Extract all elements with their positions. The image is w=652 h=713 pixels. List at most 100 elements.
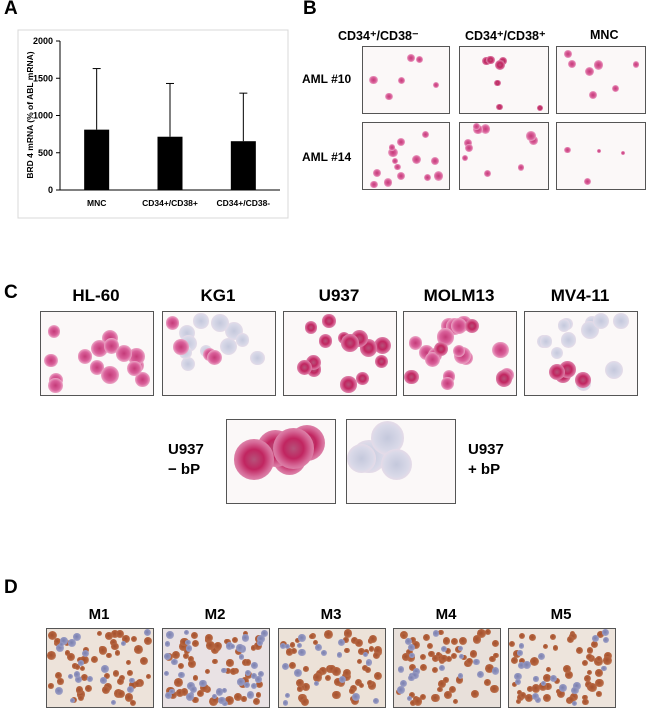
cell	[74, 664, 81, 670]
cell	[215, 688, 224, 696]
u937-neg-bp-line2: − bP	[168, 461, 201, 478]
cell	[550, 347, 563, 360]
cell	[224, 639, 230, 645]
cell	[53, 637, 61, 645]
cell	[180, 357, 196, 372]
cell	[261, 630, 268, 637]
cell	[373, 652, 380, 660]
cell	[333, 678, 342, 686]
cell	[165, 691, 173, 699]
cell	[436, 651, 442, 657]
u937-neg-bp-label: U937 − bP	[168, 440, 204, 480]
x-tick-label-0: MNC	[87, 198, 106, 208]
cell	[165, 316, 180, 330]
cell	[423, 633, 431, 641]
cell	[564, 49, 573, 58]
cell	[435, 653, 444, 662]
cell	[531, 683, 541, 693]
panel-label-d: D	[4, 577, 18, 598]
cell	[372, 698, 379, 704]
cell	[76, 690, 86, 699]
cell	[400, 633, 407, 640]
cell	[362, 651, 368, 657]
cell	[104, 338, 120, 354]
cell	[484, 679, 491, 686]
cell	[419, 653, 427, 661]
cell	[339, 675, 346, 683]
cell	[408, 664, 416, 672]
cell	[54, 671, 62, 679]
cell-line-label-mv4-11: MV4-11	[550, 286, 610, 305]
cell	[409, 652, 415, 659]
cell	[601, 665, 607, 672]
cell	[244, 659, 252, 666]
cell	[397, 666, 405, 674]
cell	[592, 312, 609, 329]
cell	[632, 61, 639, 68]
cell	[55, 686, 64, 695]
cell	[256, 681, 264, 689]
cell	[402, 653, 410, 661]
cell	[511, 682, 518, 688]
cell	[375, 355, 389, 369]
cell	[145, 674, 151, 680]
cell	[445, 655, 453, 663]
cell	[164, 653, 171, 660]
cell	[514, 678, 521, 685]
cell	[404, 638, 412, 646]
cell	[549, 364, 566, 381]
cell	[350, 696, 360, 706]
cell	[67, 674, 73, 680]
cell	[234, 439, 275, 480]
cell	[124, 693, 134, 703]
column-label-cd34-cd38-pos: CD34⁺/CD38⁺	[465, 29, 546, 43]
cell	[76, 686, 84, 694]
cell	[48, 378, 63, 394]
cell	[67, 653, 76, 662]
cell	[406, 53, 415, 62]
cell	[396, 685, 405, 694]
y-axis-label: BRD 4 mRNA (% of ABL mRNA)	[25, 51, 35, 178]
cell	[582, 694, 588, 701]
cell	[596, 148, 602, 153]
x-tick-label-1: CD34+/CD38+	[142, 198, 198, 208]
cell	[128, 681, 137, 690]
ihc-image-m3	[278, 628, 386, 708]
cell	[279, 642, 286, 650]
cell	[169, 688, 175, 694]
cell	[230, 644, 236, 650]
cell	[433, 171, 444, 182]
cell	[186, 692, 194, 701]
cell	[284, 692, 291, 699]
cell	[234, 648, 242, 656]
cell	[224, 696, 234, 705]
cell	[218, 696, 226, 705]
cell	[343, 637, 349, 643]
cell	[535, 696, 542, 703]
cell	[111, 642, 120, 651]
cell	[484, 664, 494, 674]
cell	[100, 365, 119, 384]
cell	[246, 691, 255, 700]
cell	[106, 652, 112, 659]
cell	[511, 656, 519, 665]
cell	[592, 634, 599, 642]
cell	[431, 667, 438, 674]
cell	[536, 104, 543, 112]
cell	[103, 673, 110, 679]
cell	[294, 637, 301, 644]
cell	[584, 177, 592, 185]
cell	[133, 644, 143, 654]
cell	[527, 685, 533, 692]
micrograph-kg1	[162, 311, 276, 396]
cell	[191, 640, 200, 648]
cell	[129, 677, 135, 683]
cell	[188, 660, 196, 668]
cell	[543, 643, 549, 649]
cell	[57, 678, 64, 685]
cell	[340, 376, 357, 393]
cell	[444, 647, 452, 655]
cell	[473, 125, 483, 135]
cell	[47, 650, 56, 660]
bar-2	[230, 141, 256, 190]
